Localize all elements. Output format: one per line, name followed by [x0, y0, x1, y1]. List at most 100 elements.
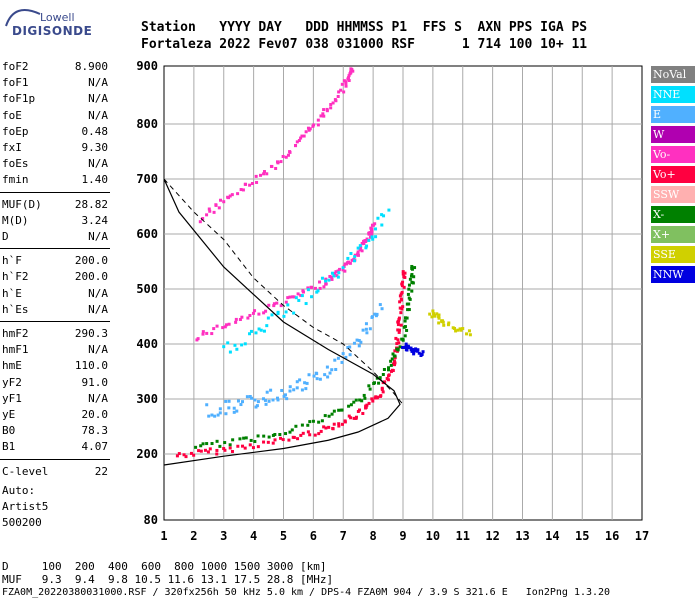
- series-point: [308, 433, 312, 437]
- y-tick-label: 500: [136, 282, 158, 296]
- series-point: [241, 188, 245, 192]
- series-point: [248, 313, 252, 317]
- param-value: 200.0: [74, 254, 108, 268]
- series-point: [322, 114, 326, 118]
- series-point: [302, 134, 306, 138]
- series-point: [341, 268, 345, 272]
- series-point: [387, 366, 391, 370]
- param-name: foEp: [2, 124, 29, 138]
- param-row: h`E N/A: [2, 287, 108, 301]
- auto-artist: Artist5: [2, 500, 49, 513]
- series-point: [327, 425, 331, 429]
- series-point: [467, 329, 471, 333]
- series-point: [262, 311, 266, 315]
- series-point: [248, 443, 252, 447]
- series-point: [279, 436, 283, 440]
- series-point: [251, 311, 255, 315]
- series-point: [348, 345, 352, 349]
- series-point: [241, 400, 245, 404]
- series-point: [341, 266, 345, 270]
- series-point: [251, 446, 255, 450]
- param-value: 1.40: [81, 173, 109, 187]
- series-point: [340, 360, 344, 364]
- series-point: [399, 292, 403, 296]
- series-point: [399, 311, 403, 315]
- series-point: [401, 270, 405, 274]
- series-point: [257, 312, 261, 316]
- series-point: [465, 332, 469, 336]
- ionogram-chart: 1 2 3 4 5 6 7 8 9 10 11 12 13 14 15 16 17802003004005006…: [136, 59, 649, 543]
- series-point: [256, 445, 260, 449]
- series-point: [402, 275, 406, 279]
- series-point: [316, 123, 320, 127]
- series-point: [300, 134, 304, 138]
- legend-item: Vo+: [651, 166, 695, 183]
- series-point: [399, 323, 403, 327]
- legend-item: SSE: [651, 246, 695, 263]
- series-point: [365, 237, 369, 241]
- param-value: N/A: [88, 92, 108, 106]
- series-point: [276, 398, 280, 402]
- param-value: 28.82: [74, 197, 108, 211]
- series-point: [327, 278, 331, 282]
- param-value: N/A: [88, 286, 108, 300]
- param-separator: [0, 248, 110, 250]
- series-point: [295, 140, 299, 144]
- x-tick-label: 17: [635, 529, 649, 543]
- series-point: [307, 373, 311, 377]
- param-value: 0.48: [81, 124, 109, 138]
- series-point: [325, 107, 329, 111]
- series-point: [405, 328, 409, 332]
- param-name: D: [2, 230, 9, 243]
- series-point: [300, 388, 304, 392]
- series-point: [236, 444, 240, 448]
- series-point: [233, 343, 237, 347]
- series-point: [296, 437, 300, 441]
- series-point: [392, 359, 396, 363]
- x-tick-label: 16: [605, 529, 619, 543]
- series-point: [413, 266, 417, 270]
- series-point: [226, 341, 230, 345]
- series-point: [437, 315, 441, 319]
- series-point: [304, 302, 308, 306]
- series-point: [343, 269, 347, 273]
- series-point: [208, 447, 212, 451]
- series-point: [329, 102, 333, 106]
- series-point: [430, 315, 434, 319]
- series-point: [239, 403, 243, 407]
- series-point: [318, 286, 322, 290]
- series-point: [313, 286, 317, 290]
- series-point: [192, 453, 196, 457]
- series-point: [208, 209, 212, 213]
- series-point: [234, 320, 238, 324]
- footer-muf-row: MUF 9.3 9.4 9.8 10.5 11.6 13.1 17.5 28.8…: [2, 573, 334, 586]
- series-point: [437, 316, 441, 320]
- series-point: [408, 297, 412, 301]
- series-point: [201, 217, 205, 221]
- series-point: [278, 433, 282, 437]
- series-point: [215, 439, 219, 443]
- series-point: [435, 312, 439, 316]
- series-point: [328, 371, 332, 375]
- density-profile-line: [163, 178, 401, 466]
- series-point: [343, 420, 347, 424]
- series-point: [401, 305, 405, 309]
- series-point: [442, 323, 446, 327]
- series-point: [356, 253, 360, 257]
- series-point: [292, 295, 296, 299]
- series-point: [361, 328, 365, 332]
- series-point: [320, 276, 324, 280]
- param-value: N/A: [88, 302, 108, 316]
- series-point: [330, 277, 334, 281]
- footer-file-info: FZA0M_20220380031000.RSF / 320fx256h 50 …: [2, 587, 611, 598]
- series-point: [406, 292, 410, 296]
- series-point: [344, 355, 348, 359]
- series-point: [177, 452, 181, 456]
- x-tick-label: 6: [310, 529, 317, 543]
- series-point: [336, 269, 340, 273]
- series-point: [223, 441, 227, 445]
- series-point: [382, 367, 386, 371]
- series-point: [305, 381, 309, 385]
- series-point: [393, 354, 397, 358]
- series-point: [256, 434, 260, 438]
